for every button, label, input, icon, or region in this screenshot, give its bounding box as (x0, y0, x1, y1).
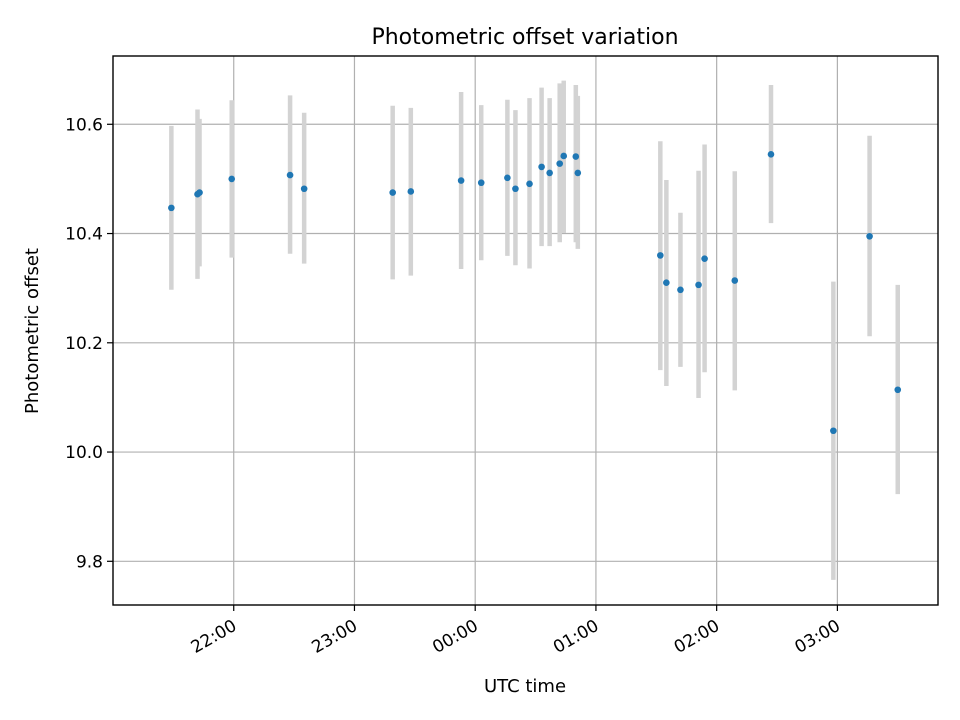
data-point (512, 185, 519, 193)
data-point (701, 255, 708, 262)
data-point (574, 169, 582, 177)
x-tick-label: 23:00 (309, 616, 361, 658)
y-axis-ticks: 9.8 10.0 10.2 10.4 10.6 (65, 115, 113, 572)
data-points (168, 151, 902, 435)
data-point (677, 286, 684, 294)
y-tick-label: 10.2 (65, 334, 103, 354)
data-point (546, 169, 553, 177)
x-tick-label: 22:00 (188, 616, 240, 658)
data-point (894, 386, 902, 394)
data-point (457, 177, 465, 184)
x-tick-label: 00:00 (429, 616, 481, 658)
data-point (538, 163, 545, 171)
x-axis-ticks: 22:00 23:00 00:00 01:00 02:00 03:00 (188, 605, 844, 658)
data-point (407, 188, 415, 195)
data-point (300, 185, 308, 193)
data-point (695, 281, 702, 289)
x-axis-label: UTC time (484, 676, 566, 697)
data-point (228, 175, 236, 183)
y-tick-label: 10.4 (65, 225, 103, 245)
y-tick-label: 10.6 (65, 115, 103, 135)
data-point (866, 232, 873, 240)
data-point (526, 180, 533, 188)
data-point (389, 189, 396, 196)
y-tick-label: 10.0 (65, 443, 103, 463)
error-bars (169, 80, 901, 580)
chart-title: Photometric offset variation (371, 25, 678, 50)
data-point (657, 252, 664, 259)
data-point (663, 279, 670, 287)
data-point (477, 179, 485, 187)
data-point (830, 427, 837, 435)
data-point (286, 171, 294, 179)
y-tick-label: 9.8 (76, 552, 103, 572)
data-point (731, 277, 739, 284)
grid-lines (113, 56, 938, 605)
y-axis-label: Photometric offset (22, 248, 43, 414)
data-point (767, 151, 775, 158)
x-tick-label: 02:00 (671, 616, 723, 658)
data-point (504, 174, 511, 182)
data-point (196, 189, 203, 196)
data-point (560, 152, 568, 160)
data-point (168, 204, 175, 212)
data-point (572, 153, 580, 160)
x-tick-label: 03:00 (791, 616, 843, 658)
plot-frame (112, 55, 939, 606)
x-tick-label: 01:00 (550, 616, 602, 658)
data-point (556, 160, 564, 167)
